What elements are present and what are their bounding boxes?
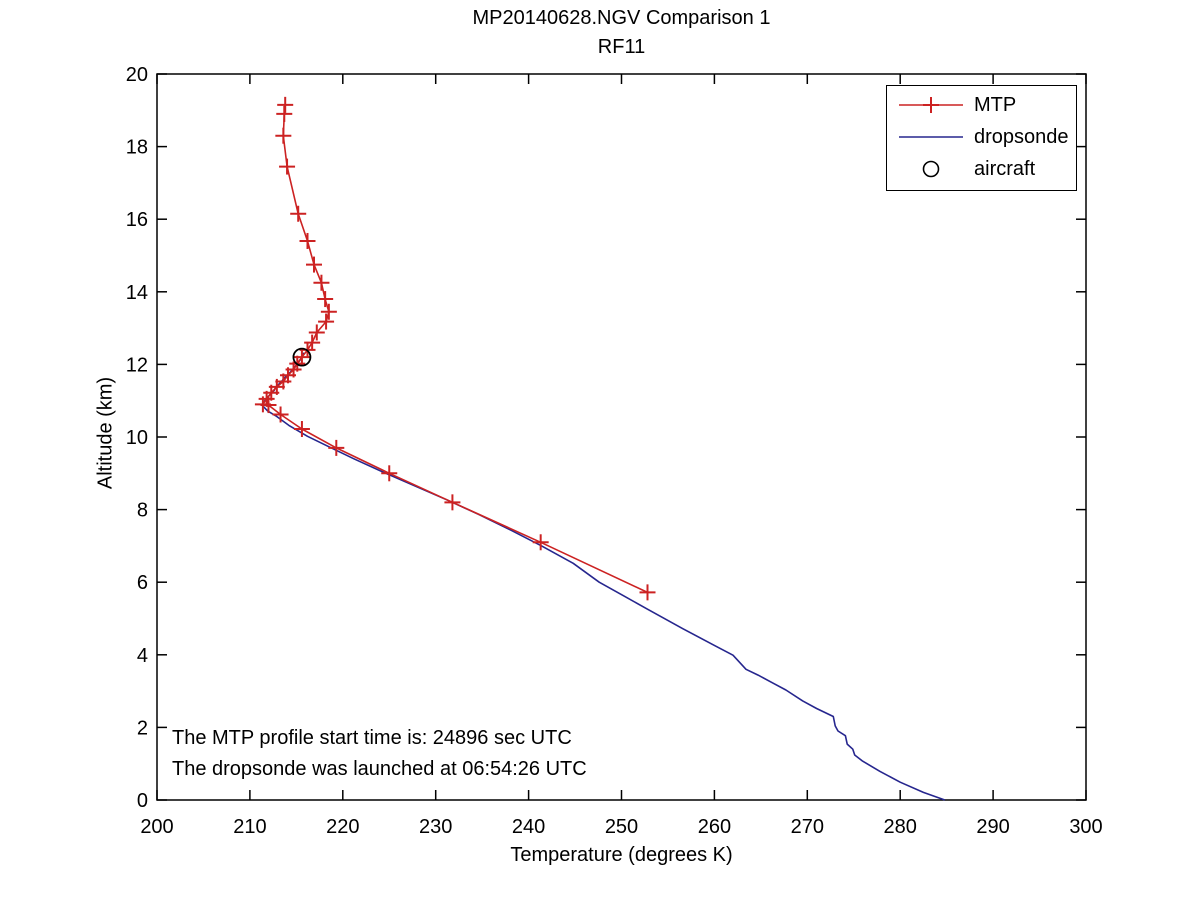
- y-tick-label: 16: [126, 209, 148, 231]
- y-tick-label: 8: [137, 500, 148, 522]
- x-tick-label: 200: [140, 816, 173, 838]
- chart-title: MP20140628.NGV Comparison 1: [472, 7, 771, 29]
- aircraft-marker: [292, 347, 312, 367]
- dropsonde-line-icon: [899, 136, 963, 138]
- annotation-mtp-start-time: The MTP profile start time is: 24896 sec…: [172, 727, 572, 749]
- x-tick-label: 280: [884, 816, 917, 838]
- x-tick-label: 250: [605, 816, 638, 838]
- annotation-dropsonde-launch: The dropsonde was launched at 06:54:26 U…: [172, 758, 587, 780]
- legend-entry-mtp: MTP: [887, 91, 1076, 119]
- y-tick-label: 12: [126, 354, 148, 376]
- aircraft-circle-icon: [922, 160, 940, 178]
- chart-subtitle: RF11: [597, 36, 646, 58]
- x-tick-label: 240: [512, 816, 545, 838]
- y-tick-label: 6: [137, 572, 148, 594]
- y-tick-label: 10: [126, 427, 148, 449]
- y-tick-label: 4: [137, 645, 148, 667]
- y-tick-label: 20: [126, 64, 148, 86]
- legend-label-dropsonde: dropsonde: [974, 125, 1069, 148]
- x-tick-label: 260: [698, 816, 731, 838]
- x-axis-label: Temperature (degrees K): [510, 844, 733, 866]
- legend: MTP dropsonde aircraft: [886, 85, 1077, 191]
- y-tick-label: 18: [126, 137, 148, 159]
- x-tick-label: 230: [419, 816, 452, 838]
- x-tick-label: 290: [976, 816, 1009, 838]
- legend-entry-aircraft: aircraft: [887, 155, 1076, 183]
- legend-label-aircraft: aircraft: [974, 157, 1036, 180]
- open-circle-marker-icon: [922, 160, 940, 178]
- y-tick-label: 0: [137, 790, 148, 812]
- legend-label-mtp: MTP: [974, 93, 1017, 116]
- x-tick-label: 210: [233, 816, 266, 838]
- x-tick-label: 270: [791, 816, 824, 838]
- legend-entry-dropsonde: dropsonde: [887, 123, 1076, 151]
- y-axis-label: Altitude (km): [94, 376, 117, 490]
- series-line-mtp: [262, 104, 648, 594]
- mtp-line-plus-icon: [899, 97, 963, 113]
- x-tick-label: 300: [1069, 816, 1102, 838]
- x-tick-label: 220: [326, 816, 359, 838]
- y-tick-label: 14: [126, 282, 148, 304]
- y-tick-label: 2: [137, 717, 148, 739]
